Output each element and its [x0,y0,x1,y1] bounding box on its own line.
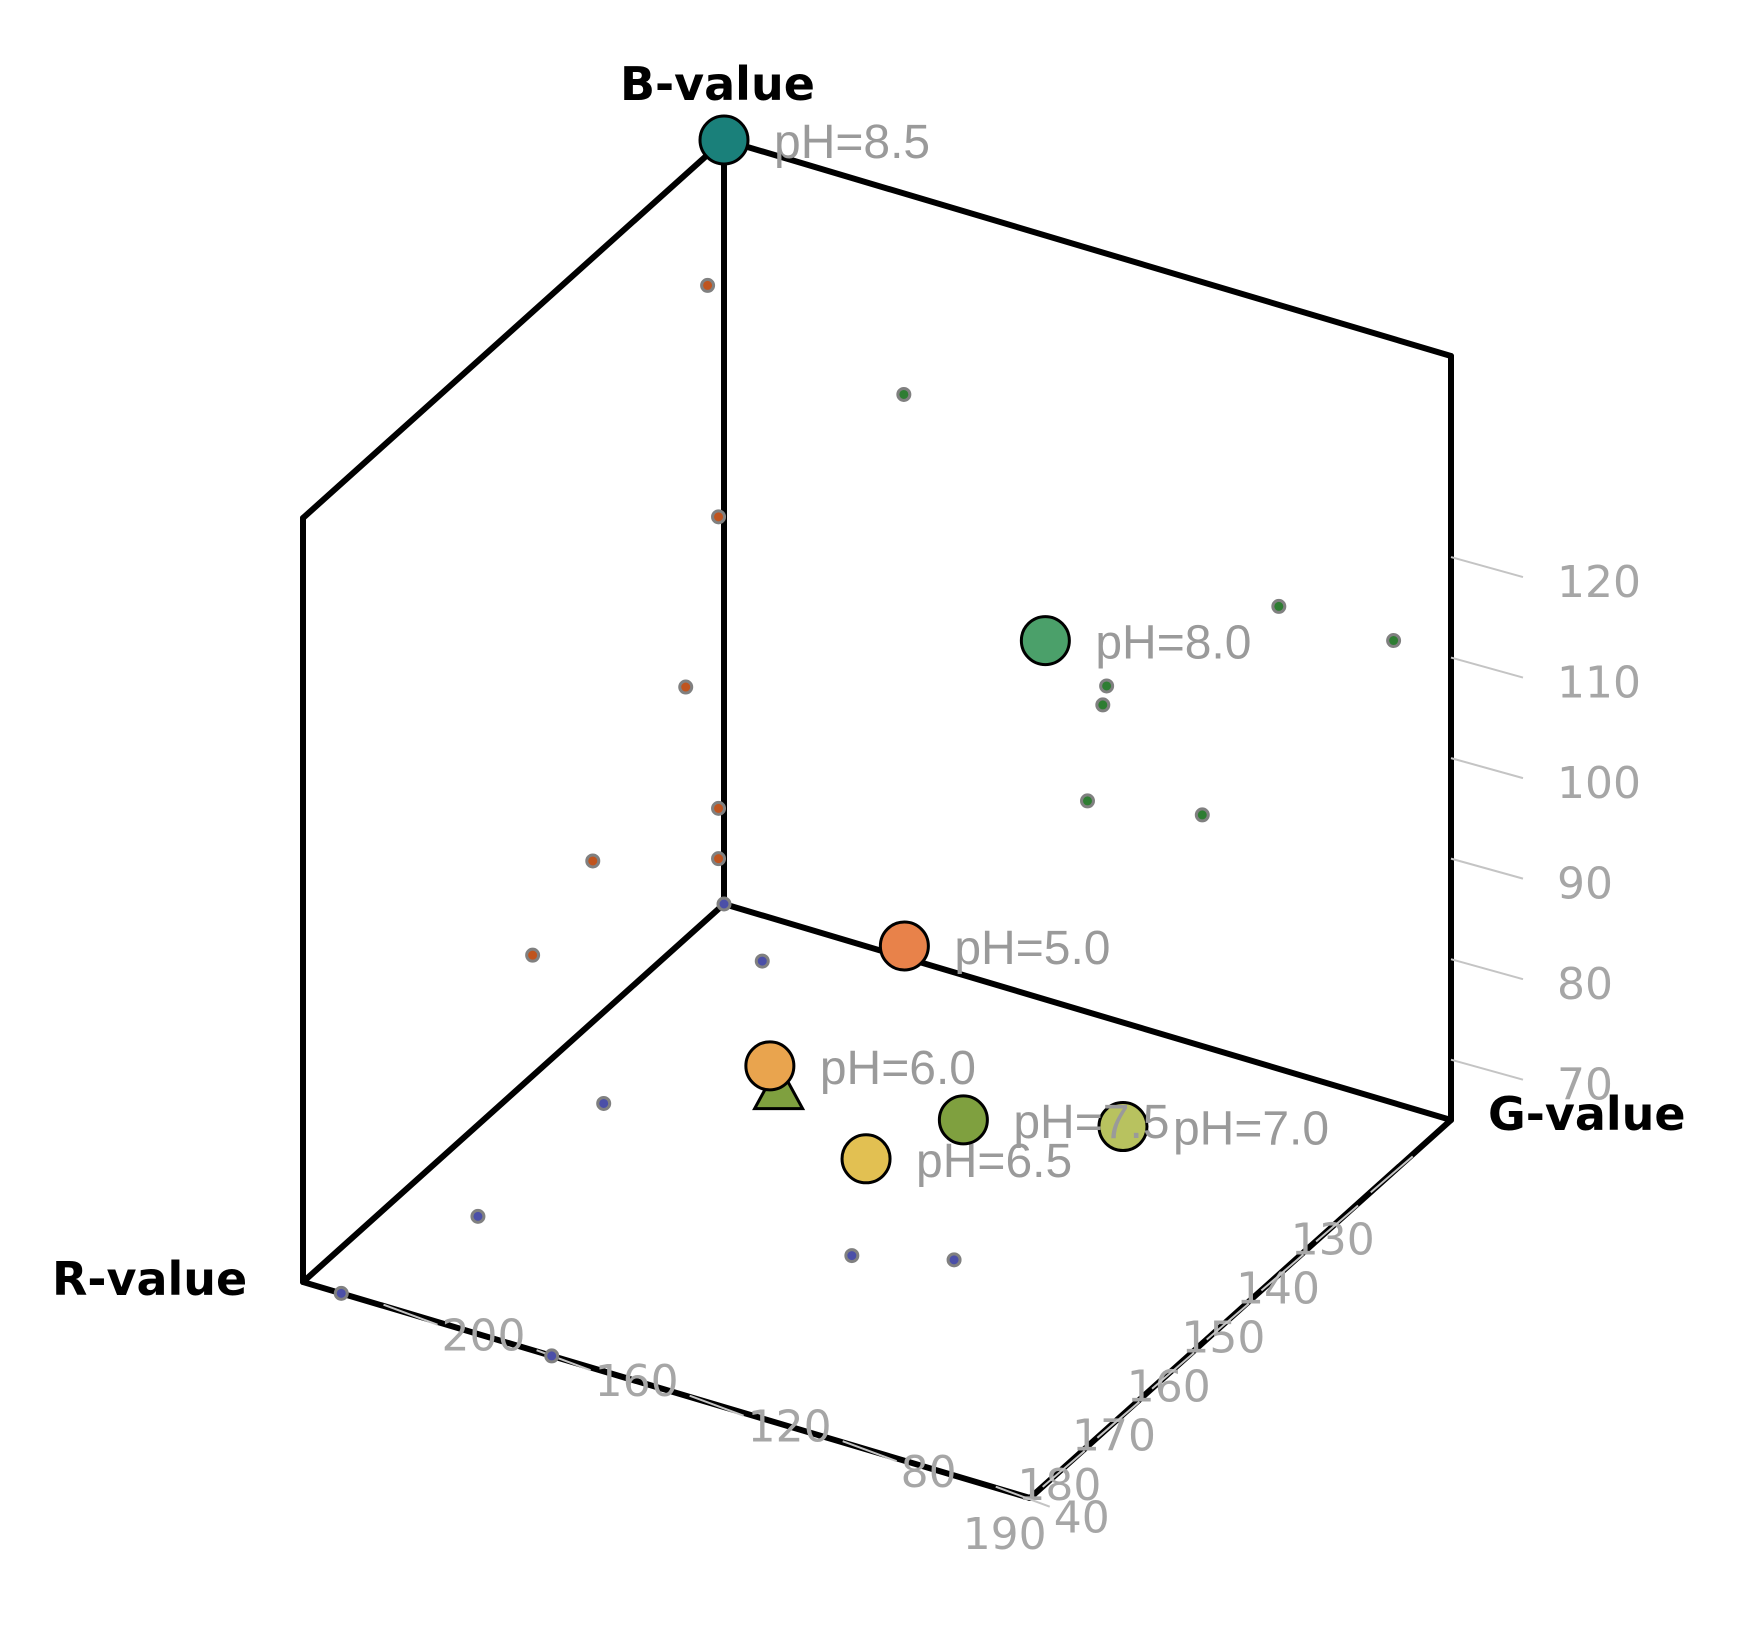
gb-projection-point [1080,793,1095,809]
data-point-label: pH=6.0 [820,1042,976,1095]
y-tick-mark [842,1440,898,1463]
axis-titles: R-value G-value B-value [52,57,1686,1306]
frame-floor-left [300,901,727,1285]
z-tick-label: 90 [1557,859,1613,910]
y-tick-mark [995,1485,1051,1508]
y-tick-mark [536,1349,591,1372]
data-point-label: pH=6.5 [916,1135,1072,1188]
x-tick-mark [1370,1155,1414,1194]
gb-projection-point [1271,598,1287,614]
z-tick-mark [1450,1058,1524,1081]
data-point [1019,615,1071,667]
z-tick-label: 100 [1557,758,1641,809]
x-axis-title: R-value [52,1252,247,1306]
x-tick-mark [1315,1204,1359,1243]
z-tick-mark [1450,656,1524,679]
z-tick-label: 120 [1557,557,1641,608]
x-tick-mark [1151,1351,1195,1390]
gb-projection-point [1194,807,1210,823]
rb-projection-point [700,277,716,293]
projection-points [333,277,1402,1364]
x-tick-label: 160 [1127,1362,1211,1413]
data-point [878,920,930,972]
y-tick-label: 200 [442,1311,526,1362]
z-tick-label: 70 [1557,1060,1613,1111]
rg-projection-point [946,1252,962,1268]
z-tick-mark [1450,857,1524,880]
gb-projection-point [1386,633,1402,649]
y-tick-label: 80 [901,1447,957,1498]
frame-floor-front [300,1279,1033,1501]
z-axis-title: B-value [620,57,815,111]
data-point-label: pH=5.0 [954,922,1110,975]
x-tick-mark [1260,1253,1305,1292]
z-tick-mark [1450,757,1524,780]
data-point-label: pH=7.0 [1173,1103,1329,1156]
z-tick-label: 110 [1557,658,1641,709]
data-points: pH=5.0 pH=6.0 pH=6.5 pH=7.0pH=7.5 pH=8.0 pH=8… [698,114,1329,1188]
data-point-label: pH=8.0 [1095,617,1251,670]
rb-projection-point [525,947,541,963]
z-tick-label: 80 [1557,959,1613,1010]
x-tick-mark [1042,1450,1086,1488]
rg-projection-point [596,1095,612,1111]
y-tick-mark [383,1303,438,1326]
rg-projection-point [544,1348,560,1364]
data-point [698,114,750,166]
z-tick-mark [1450,556,1524,579]
gb-projection-point [1099,678,1115,694]
rb-projection-point [678,679,694,695]
data-point [744,1040,796,1092]
data-point-label: pH=7.5 [1013,1096,1169,1149]
frame-top-left [300,137,727,521]
y-tick-label: 40 [1054,1493,1110,1544]
rg-projection-point [754,953,770,969]
x-tick-mark [1096,1401,1141,1439]
x-tick-label: 180 [1017,1460,1101,1511]
y-axis-title: G-value [1488,1087,1686,1141]
x-tick-label: 190 [963,1509,1047,1560]
data-point [937,1094,989,1146]
x-tick-label: 150 [1181,1313,1265,1364]
x-tick-label: 140 [1236,1263,1320,1314]
frame-top-right [721,137,1454,359]
y-tick-label: 160 [595,1356,679,1407]
rb-projection-point [711,509,727,525]
gb-projection-point [896,386,912,402]
rg-projection-point [333,1285,349,1301]
data-point [840,1133,892,1185]
data-point [1097,1101,1149,1153]
gb-projection-point [1095,697,1111,713]
rg-projection-point [844,1248,860,1264]
x-tick-label: 170 [1072,1411,1156,1462]
rb-projection-point [711,851,727,867]
rb-projection-point [711,800,727,816]
rg-projection-point [716,896,732,912]
x-tick-mark [1206,1302,1250,1341]
y-tick-mark [689,1394,744,1417]
x-tick-label: 130 [1291,1214,1375,1265]
y-tick-label: 120 [748,1402,832,1453]
frame-floor-back [721,901,1454,1123]
data-point-label: pH=8.5 [774,116,930,169]
rg-projection-point [470,1208,486,1224]
z-tick-mark [1450,958,1524,981]
rb-projection-point [585,853,601,869]
